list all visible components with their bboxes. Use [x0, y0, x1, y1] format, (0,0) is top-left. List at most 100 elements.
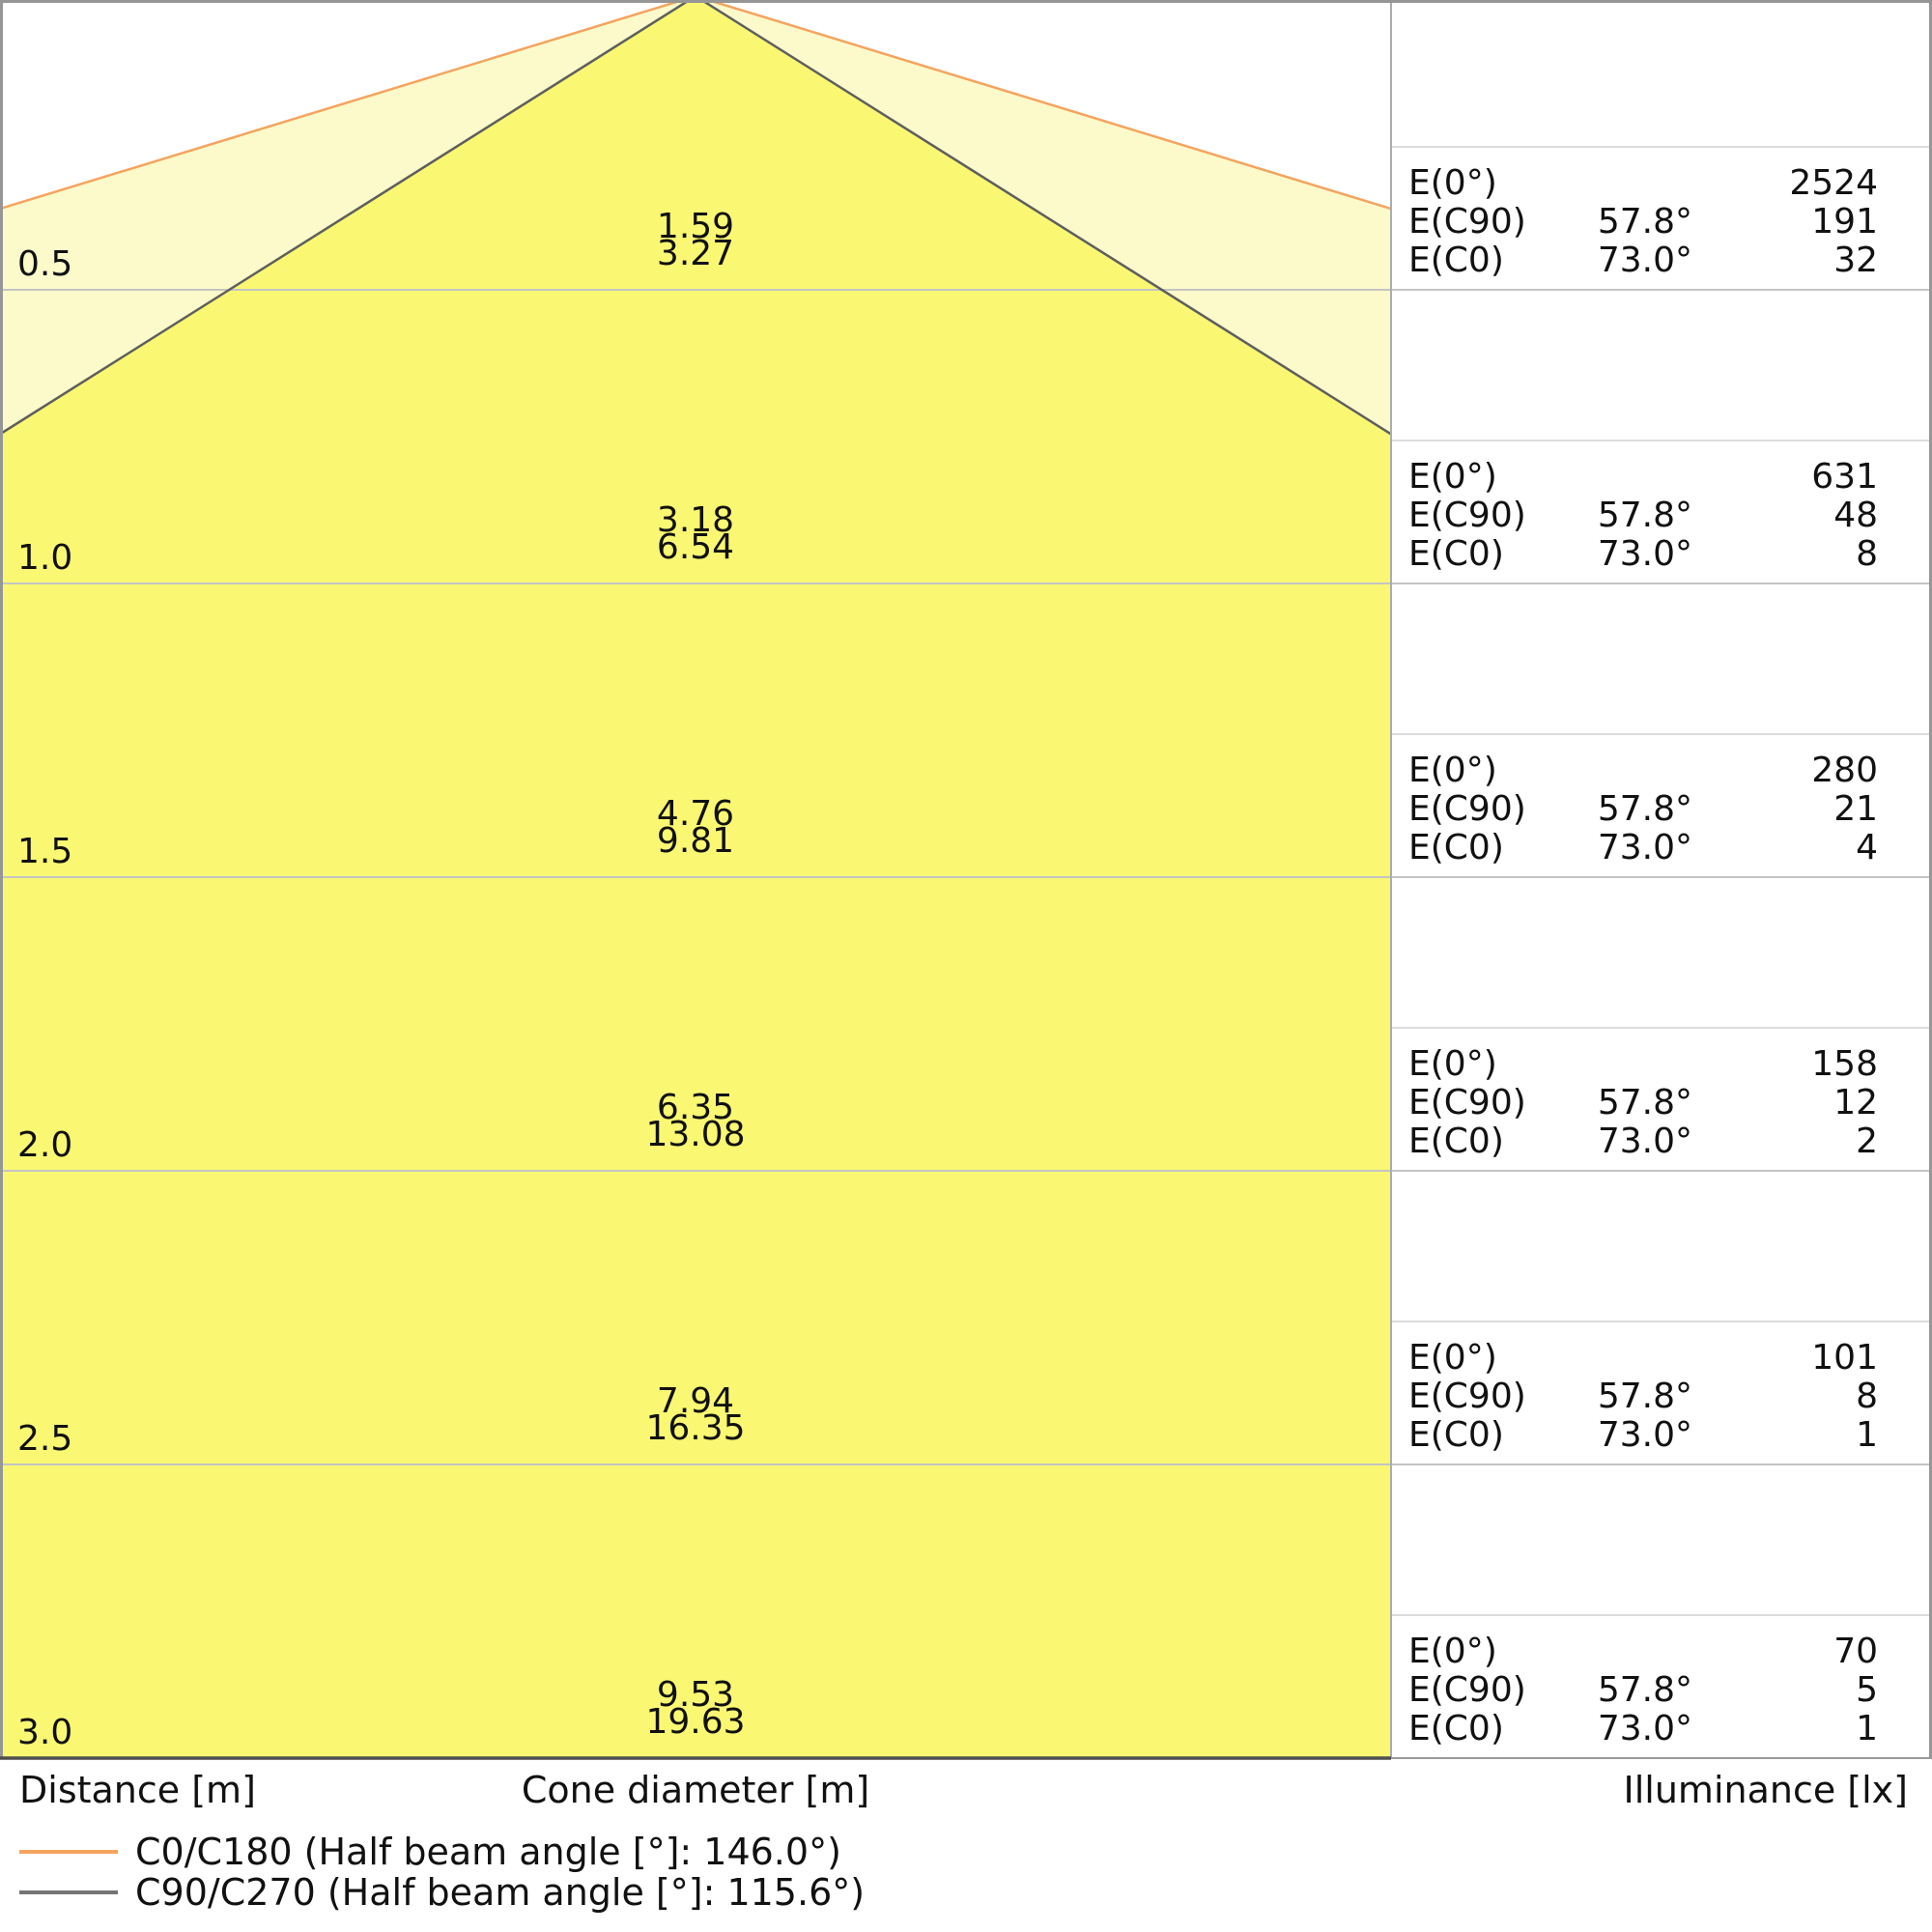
illuminance-row: E(C90) 57.8° 21 — [1408, 790, 1878, 829]
illuminance-angle: 57.8° — [1597, 202, 1692, 242]
illuminance-angle: 57.8° — [1597, 1670, 1692, 1710]
illuminance-value: 2524 — [1789, 163, 1878, 203]
cone-diameter-c90: 1.59 — [656, 207, 735, 246]
illuminance-row: E(C0) 73.0° 1 — [1408, 1416, 1878, 1455]
illuminance-angle — [1588, 164, 1692, 203]
illuminance-angle: 73.0° — [1597, 534, 1692, 574]
illuminance-row: E(0°) 158 — [1408, 1045, 1878, 1084]
cone-diameter-c0: 13.08 — [645, 1115, 746, 1154]
illuminance-plane-label: E(C90) — [1408, 1377, 1526, 1416]
axis-captions: Distance [m] Cone diameter [m] Illuminan… — [0, 1770, 1932, 1812]
illuminance-row: E(C0) 73.0° 4 — [1408, 829, 1878, 867]
illuminance-plane-label: E(0°) — [1408, 751, 1497, 790]
inner-cone-c90 — [0, 0, 1391, 1758]
legend-entry-c90: C90/C270 (Half beam angle [°]: 115.6°) — [0, 1872, 1932, 1913]
illuminance-value: 21 — [1833, 789, 1878, 829]
distance-axis-label: Distance [m] — [19, 1769, 256, 1811]
illuminance-angle: 73.0° — [1597, 828, 1692, 867]
illuminance-block: E(0°) 158 E(C90) 57.8° 12 E(C0) 73.0° 2 — [1408, 1045, 1878, 1161]
illuminance-plane-label: E(C90) — [1408, 789, 1526, 829]
illuminance-value: 1 — [1856, 1709, 1878, 1748]
legend-entry-c0: C0/C180 (Half beam angle [°]: 146.0°) — [0, 1832, 1932, 1872]
illuminance-angle — [1588, 1633, 1692, 1671]
illuminance-angle: 57.8° — [1597, 496, 1692, 535]
distance-label: 2.5 — [17, 1419, 73, 1459]
illuminance-plane-label: E(0°) — [1408, 1632, 1497, 1671]
c90-beam-edge-line — [0, 0, 1392, 436]
cone-diameter-c90: 9.53 — [656, 1675, 735, 1715]
illuminance-row: E(0°) 101 — [1408, 1339, 1878, 1378]
illuminance-angle — [1588, 458, 1692, 497]
illuminance-row: E(C90) 57.8° 8 — [1408, 1378, 1878, 1416]
illuminance-angle: 57.8° — [1597, 1083, 1692, 1122]
illuminance-row: E(0°) 280 — [1408, 752, 1878, 790]
illuminance-row: E(C90) 57.8° 5 — [1408, 1671, 1878, 1710]
illuminance-row: E(0°) 631 — [1408, 458, 1878, 497]
illuminance-value: 101 — [1811, 1338, 1878, 1378]
cone-diameter-c0: 19.63 — [645, 1702, 746, 1742]
illuminance-row: E(C0) 73.0° 2 — [1408, 1122, 1878, 1161]
illuminance-plane-label: E(C0) — [1408, 1709, 1504, 1748]
illuminance-row: E(C0) 73.0° 32 — [1408, 242, 1878, 280]
illuminance-plane-label: E(C0) — [1408, 1415, 1504, 1455]
distance-label: 2.0 — [17, 1125, 73, 1165]
cone-diagram: 0.5 1.59 3.27 E(0°) 2524 E(C90) 57.8° 191 E(C0) 7… — [0, 0, 1932, 1760]
illuminance-block: E(0°) 70 E(C90) 57.8° 5 E(C0) 73.0° 1 — [1408, 1633, 1878, 1748]
illuminance-row: E(C90) 57.8° 191 — [1408, 203, 1878, 242]
illuminance-axis-label: Illuminance [lx] — [1623, 1769, 1908, 1811]
illuminance-plane-label: E(0°) — [1408, 163, 1497, 203]
illuminance-plane-label: E(C0) — [1408, 1122, 1504, 1161]
illuminance-value: 158 — [1811, 1044, 1878, 1084]
illuminance-row: E(0°) 70 — [1408, 1633, 1878, 1671]
illuminance-angle: 73.0° — [1597, 241, 1692, 280]
illuminance-plane-label: E(C0) — [1408, 241, 1504, 280]
illuminance-value: 12 — [1833, 1083, 1878, 1122]
distance-label: 1.0 — [17, 538, 73, 578]
illuminance-value: 4 — [1856, 828, 1878, 867]
cone-diameter-labels: 7.94 16.35 — [645, 1381, 745, 1446]
illuminance-plane-label: E(0°) — [1408, 1338, 1497, 1378]
c0-beam-edge-line — [0, 0, 1392, 211]
legend-label-c0: C0/C180 (Half beam angle [°]: 146.0°) — [135, 1831, 841, 1873]
illuminance-value: 2 — [1856, 1122, 1878, 1161]
illuminance-value: 5 — [1856, 1670, 1878, 1710]
illuminance-value: 8 — [1856, 1377, 1878, 1416]
illuminance-value: 70 — [1833, 1632, 1878, 1671]
illuminance-value: 8 — [1856, 534, 1878, 574]
illuminance-plane-label: E(0°) — [1408, 1044, 1497, 1084]
cone-diameter-labels: 9.53 19.63 — [645, 1675, 746, 1742]
illuminance-value: 631 — [1811, 457, 1878, 497]
cone-diameter-c90: 7.94 — [656, 1381, 735, 1421]
illuminance-angle: 73.0° — [1597, 1709, 1692, 1748]
illuminance-value: 1 — [1856, 1415, 1878, 1455]
cone-diameter-axis-label: Cone diameter [m] — [521, 1769, 870, 1811]
illuminance-plane-label: E(C90) — [1408, 1670, 1526, 1710]
cone-diameter-c0: 9.81 — [656, 821, 735, 861]
distance-label: 0.5 — [17, 244, 73, 284]
legend-label-c90: C90/C270 (Half beam angle [°]: 115.6°) — [135, 1871, 866, 1914]
c90-line-swatch — [19, 1890, 118, 1894]
cone-diameter-labels: 4.76 9.81 — [656, 797, 735, 861]
illuminance-plane-label: E(C90) — [1408, 1083, 1526, 1122]
illuminance-angle: 73.0° — [1597, 1415, 1692, 1455]
illuminance-plane-label: E(C90) — [1408, 202, 1526, 242]
illuminance-value: 280 — [1811, 751, 1878, 790]
cone-diameter-c0: 6.54 — [656, 527, 735, 567]
cone-diameter-labels: 3.18 6.54 — [656, 500, 735, 567]
illuminance-angle: 73.0° — [1597, 1122, 1692, 1161]
illuminance-angle — [1588, 752, 1692, 790]
illuminance-row: E(C90) 57.8° 12 — [1408, 1084, 1878, 1122]
illuminance-value: 191 — [1811, 202, 1878, 242]
distance-label: 3.0 — [17, 1713, 73, 1752]
illuminance-row: E(0°) 2524 — [1408, 164, 1878, 203]
c0-line-swatch — [19, 1850, 118, 1854]
illuminance-row: E(C90) 57.8° 48 — [1408, 497, 1878, 535]
illuminance-block: E(0°) 2524 E(C90) 57.8° 191 E(C0) 73.0° 32 — [1408, 164, 1878, 280]
cone-diameter-c90: 3.18 — [656, 500, 735, 540]
illuminance-plane-label: E(0°) — [1408, 457, 1497, 497]
illuminance-value: 32 — [1833, 241, 1878, 280]
illuminance-angle — [1588, 1339, 1692, 1378]
illuminance-plane-label: E(C0) — [1408, 828, 1504, 867]
illuminance-angle: 57.8° — [1597, 1377, 1692, 1416]
illuminance-angle: 57.8° — [1597, 789, 1692, 829]
